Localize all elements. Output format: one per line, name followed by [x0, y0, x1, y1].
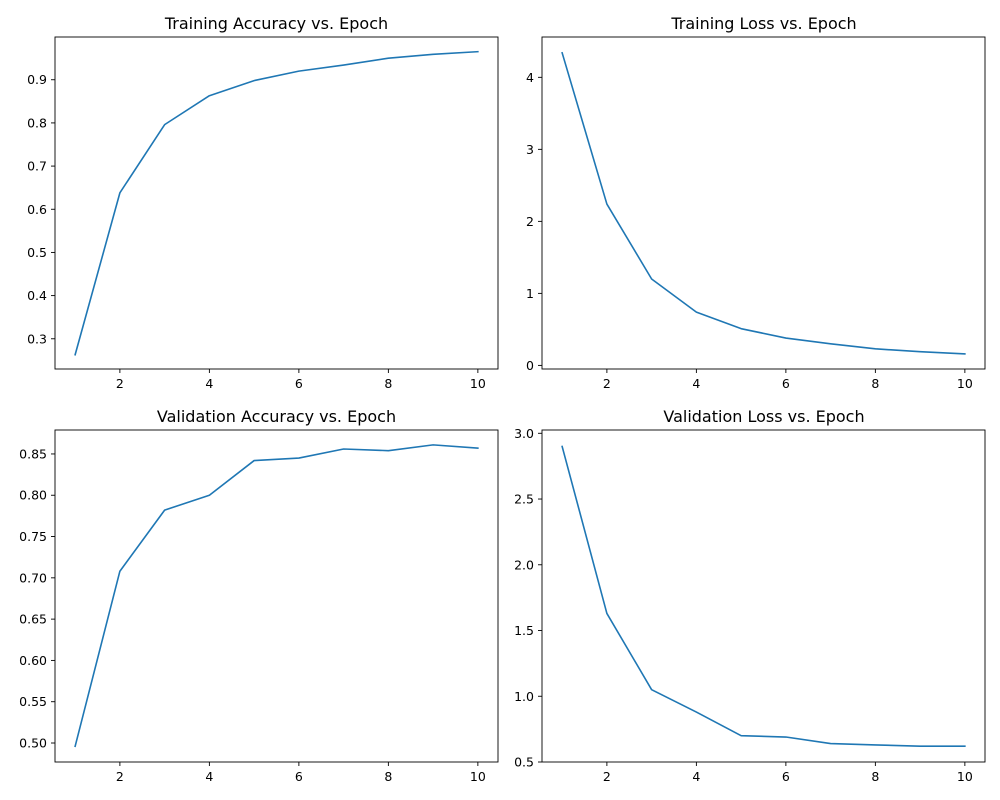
y-tick-label: 0.75 [19, 529, 47, 544]
y-tick-label: 0.65 [19, 612, 47, 627]
y-tick-label: 3.0 [514, 426, 534, 441]
x-tick-label: 10 [470, 376, 486, 391]
chart-training-accuracy: Training Accuracy vs. Epoch 2 4 6 8 10 0.3 0.4… [27, 14, 499, 391]
axes-frame [541, 429, 986, 763]
y-tick-label: 0.85 [19, 446, 47, 461]
y-tick-label: 2 [526, 214, 534, 229]
chart-title: Training Loss vs. Epoch [670, 14, 856, 33]
y-tick-label: 1.0 [514, 689, 534, 704]
y-tick-label: 0 [526, 358, 534, 373]
x-tick-label: 6 [295, 769, 303, 784]
x-tick-label: 2 [603, 769, 611, 784]
y-tick-label: 0.8 [27, 115, 47, 130]
y-tick-label: 0.5 [27, 245, 47, 260]
x-tick-label: 6 [782, 769, 790, 784]
x-tick-label: 2 [603, 376, 611, 391]
series-line [561, 445, 966, 748]
y-tick-label: 2.0 [514, 557, 534, 572]
y-tick-label: 0.60 [19, 653, 47, 668]
y-tick-label: 0.7 [27, 159, 47, 174]
x-tick-label: 8 [871, 769, 879, 784]
y-tick-label: 4 [526, 70, 534, 85]
x-tick-label: 8 [871, 376, 879, 391]
x-tick-label: 4 [692, 376, 700, 391]
chart-title: Training Accuracy vs. Epoch [164, 14, 388, 33]
x-tick-label: 2 [116, 769, 124, 784]
x-tick-label: 2 [116, 376, 124, 391]
x-tick-label: 4 [692, 769, 700, 784]
x-tick-label: 8 [384, 376, 392, 391]
chart-title: Validation Loss vs. Epoch [663, 407, 864, 426]
x-tick-label: 6 [295, 376, 303, 391]
x-tick-label: 10 [957, 769, 973, 784]
y-tick-label: 0.80 [19, 488, 47, 503]
y-tick-label: 0.3 [27, 331, 47, 346]
axes-frame [541, 36, 986, 370]
y-tick-label: 0.70 [19, 570, 47, 585]
y-tick-label: 1 [526, 286, 534, 301]
y-tick-label: 2.5 [514, 492, 534, 507]
series-line [561, 51, 966, 355]
y-tick-label: 1.5 [514, 623, 534, 638]
y-tick-label: 0.4 [27, 288, 47, 303]
y-tick-label: 0.55 [19, 694, 47, 709]
y-tick-label: 0.5 [514, 755, 534, 770]
axes-frame [54, 429, 499, 763]
x-tick-label: 10 [957, 376, 973, 391]
x-tick-label: 8 [384, 769, 392, 784]
axes-frame [54, 36, 499, 370]
x-tick-label: 4 [205, 376, 213, 391]
y-tick-label: 0.6 [27, 202, 47, 217]
chart-title: Validation Accuracy vs. Epoch [157, 407, 396, 426]
y-tick-label: 0.9 [27, 72, 47, 87]
chart-validation-loss: Validation Loss vs. Epoch 2 4 6 8 10 0.5 1.0 1.… [514, 407, 986, 784]
y-tick-label: 0.50 [19, 736, 47, 751]
chart-training-loss: Training Loss vs. Epoch 2 4 6 8 10 0 1 2 3 4 [526, 14, 986, 391]
x-tick-label: 6 [782, 376, 790, 391]
series-line [74, 444, 479, 748]
x-tick-label: 10 [470, 769, 486, 784]
y-tick-label: 3 [526, 142, 534, 157]
series-line [74, 50, 479, 356]
x-tick-label: 4 [205, 769, 213, 784]
chart-validation-accuracy: Validation Accuracy vs. Epoch 2 4 6 8 10 0.50… [19, 407, 499, 784]
